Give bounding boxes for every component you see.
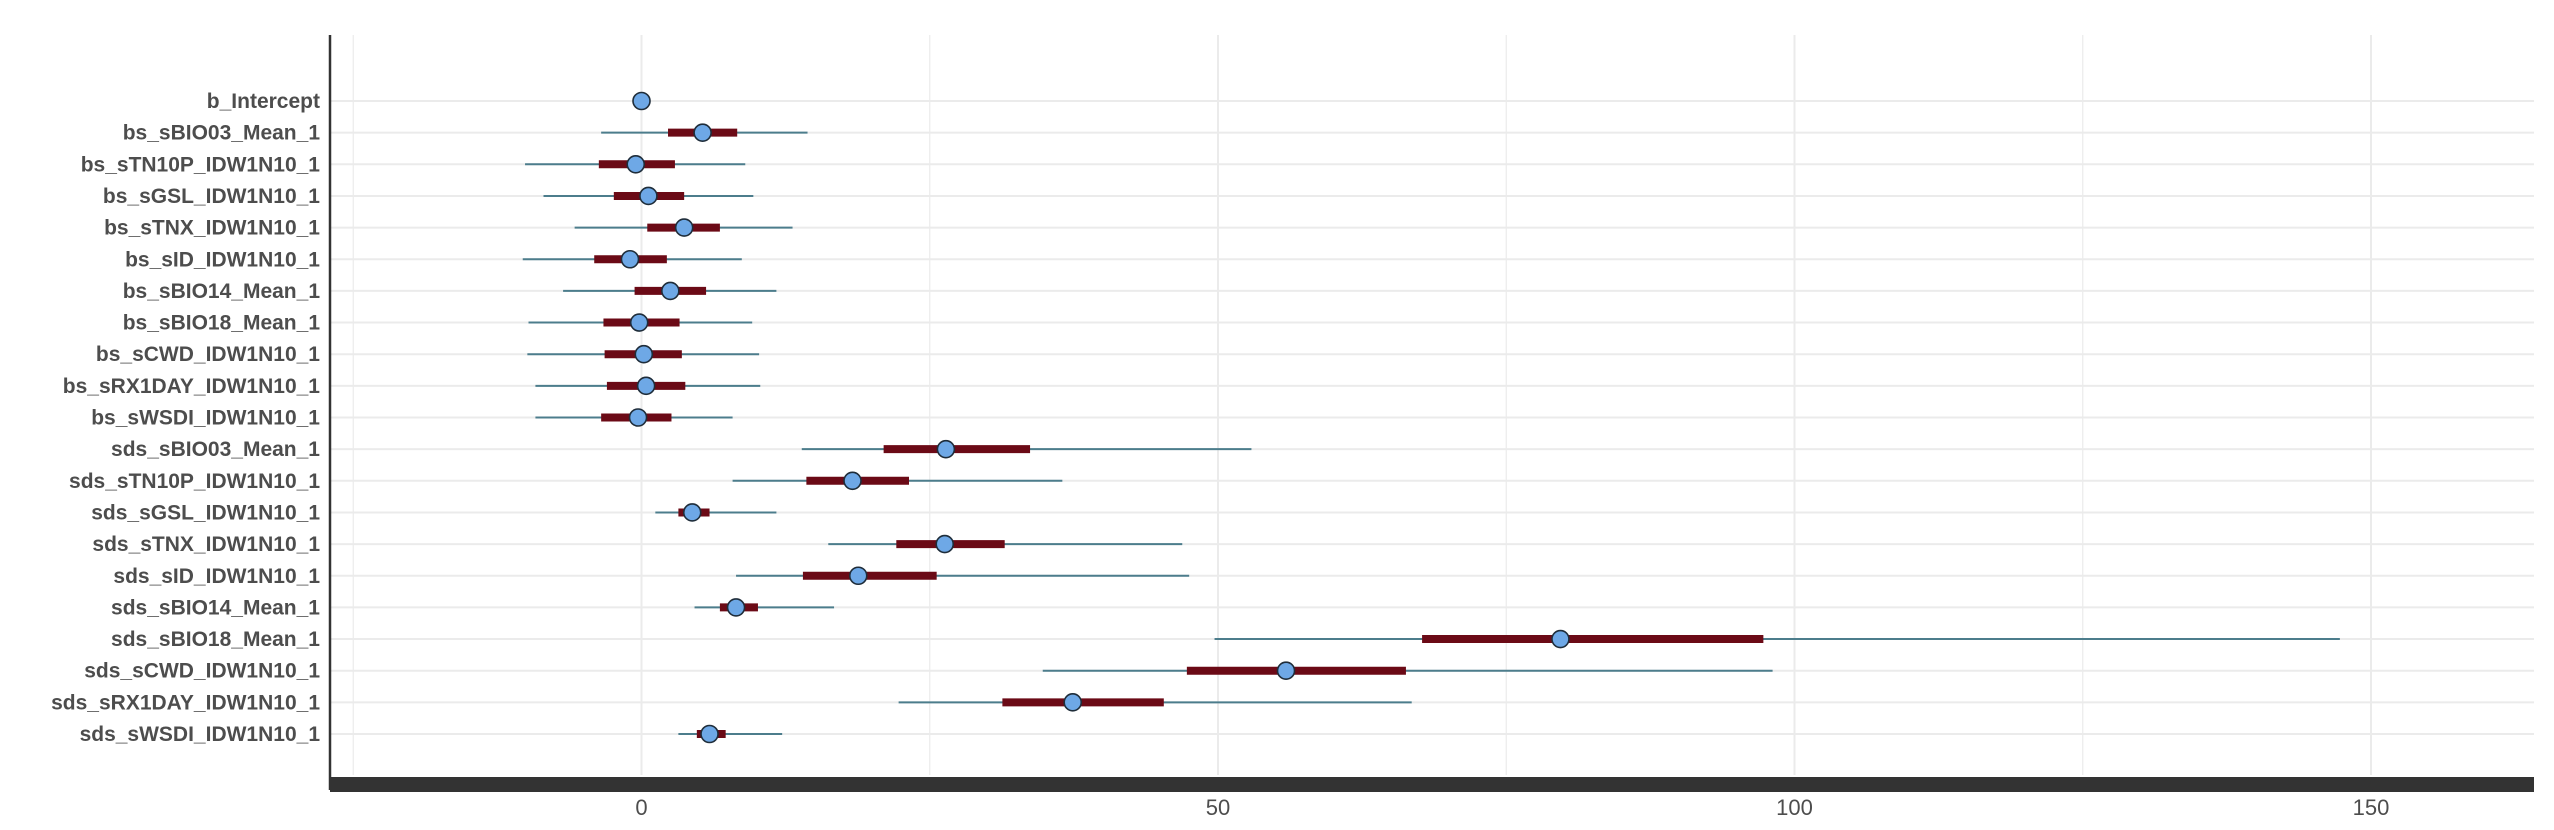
- point-estimate: [935, 534, 955, 554]
- point-estimate: [620, 249, 640, 269]
- point-estimate: [843, 471, 862, 491]
- parameter-label: sds_sBIO14_Mean_1: [111, 596, 320, 619]
- point-estimate: [661, 281, 680, 301]
- point-estimate: [700, 724, 719, 744]
- point-estimate: [632, 91, 651, 111]
- point-estimate: [682, 503, 702, 522]
- parameter-label: bs_sBIO03_Mean_1: [123, 122, 321, 145]
- x-tick-label: 50: [1206, 795, 1230, 820]
- parameter-label: bs_sTN10P_IDW1N10_1: [81, 153, 321, 176]
- parameter-label: sds_sWSDI_IDW1N10_1: [80, 723, 321, 746]
- point-estimate: [674, 218, 694, 237]
- point-estimate: [726, 598, 746, 617]
- x-tick-label: 100: [1776, 795, 1813, 820]
- parameter-label: sds_sTNX_IDW1N10_1: [92, 533, 320, 556]
- point-estimate: [629, 313, 649, 332]
- point-estimate: [848, 566, 868, 586]
- parameter-label: bs_sGSL_IDW1N10_1: [103, 185, 320, 208]
- parameter-label: bs_sBIO14_Mean_1: [123, 280, 321, 303]
- point-estimate: [693, 123, 712, 142]
- point-estimate: [936, 439, 956, 459]
- parameter-label: sds_sRX1DAY_IDW1N10_1: [51, 691, 320, 714]
- x-axis: 0 50 100 150: [328, 35, 2534, 820]
- grid-lines: [330, 35, 2534, 775]
- x-axis-bar: [330, 777, 2534, 792]
- parameter-label: bs_sTNX_IDW1N10_1: [104, 217, 320, 240]
- parameter-label: sds_sBIO18_Mean_1: [111, 628, 320, 651]
- point-estimate: [626, 155, 646, 174]
- parameter-label: bs_sRX1DAY_IDW1N10_1: [63, 375, 321, 398]
- parameter-label: sds_sTN10P_IDW1N10_1: [69, 470, 320, 493]
- parameter-label: bs_sCWD_IDW1N10_1: [96, 343, 320, 366]
- point-estimate: [1063, 693, 1083, 712]
- parameter-label: bs_sWSDI_IDW1N10_1: [91, 407, 320, 430]
- parameter-label: bs_sBIO18_Mean_1: [123, 312, 321, 335]
- point-estimate: [634, 344, 654, 364]
- parameter-label: bs_sID_IDW1N10_1: [125, 248, 320, 271]
- point-estimate: [639, 186, 658, 206]
- point-estimate: [636, 376, 656, 396]
- parameter-label: sds_sBIO03_Mean_1: [111, 438, 320, 461]
- x-tick-label: 150: [2353, 795, 2390, 820]
- point-estimate: [1551, 629, 1570, 649]
- point-estimate: [1276, 661, 1296, 681]
- parameter-label: b_Intercept: [207, 90, 320, 113]
- interval-layer: [522, 91, 2340, 744]
- point-estimate: [628, 408, 648, 427]
- x-tick-label: 0: [635, 795, 647, 820]
- y-axis-labels: b_Intercept bs_sBIO03_Mean_1 bs_sTN10P_IDW…: [51, 90, 320, 746]
- parameter-label: sds_sCWD_IDW1N10_1: [84, 660, 320, 683]
- parameter-label: sds_sID_IDW1N10_1: [113, 565, 320, 588]
- parameter-label: sds_sGSL_IDW1N10_1: [91, 501, 320, 524]
